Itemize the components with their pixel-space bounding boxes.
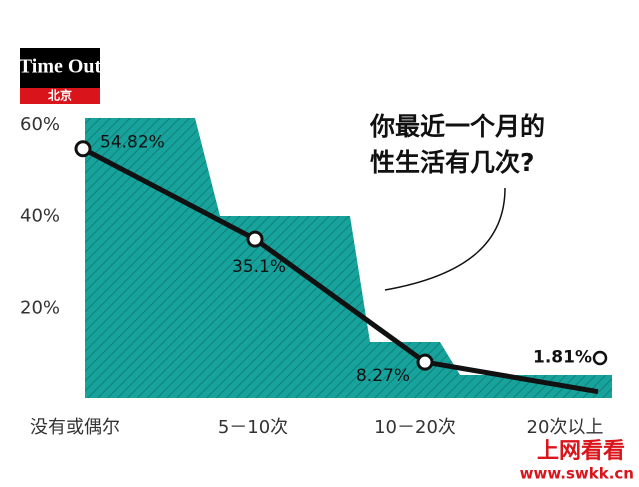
point	[246, 230, 264, 248]
speech-pointer	[384, 187, 506, 291]
logo-city: 北京	[48, 88, 72, 103]
value-label: 54.82%	[100, 133, 165, 153]
x-tick-label: 20次以上	[527, 417, 604, 438]
logo-city-box	[20, 88, 100, 104]
point	[416, 353, 434, 371]
point	[74, 140, 92, 158]
title-line: 性生活有几次?	[370, 148, 535, 177]
value-label: 35.1%	[232, 257, 286, 277]
value-label: 1.81%	[533, 348, 592, 368]
y-tick-label: 20%	[20, 297, 60, 318]
logo-brand: Time Out	[19, 56, 102, 78]
y-tick-label: 40%	[20, 206, 60, 227]
y-tick-label: 60%	[20, 114, 60, 135]
line	[81, 146, 599, 395]
area	[85, 118, 612, 398]
title-line: 你最近一个月的	[369, 112, 545, 141]
x-tick-label: 10－20次	[374, 417, 456, 438]
watermark-url: www.swkk.cn	[520, 465, 634, 483]
logo-box	[20, 48, 100, 88]
x-tick-label: 5－10次	[218, 417, 288, 438]
value-label: 8.27%	[356, 366, 410, 386]
x-tick-label: 没有或偶尔	[30, 417, 120, 438]
watermark-name: 上网看看	[537, 439, 625, 464]
label-marker	[592, 350, 608, 366]
